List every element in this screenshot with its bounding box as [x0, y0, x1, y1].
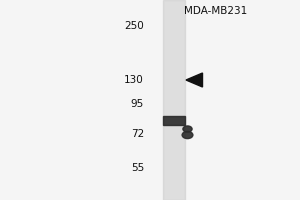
Circle shape	[182, 131, 193, 139]
Polygon shape	[186, 73, 202, 87]
Bar	[164, 0, 184, 200]
Circle shape	[183, 126, 192, 132]
Text: MDA-MB231: MDA-MB231	[184, 6, 248, 16]
Text: 55: 55	[131, 163, 144, 173]
Text: 95: 95	[131, 99, 144, 109]
Text: 250: 250	[124, 21, 144, 31]
Text: 72: 72	[131, 129, 144, 139]
Text: 130: 130	[124, 75, 144, 85]
Bar	[164, 116, 184, 124]
